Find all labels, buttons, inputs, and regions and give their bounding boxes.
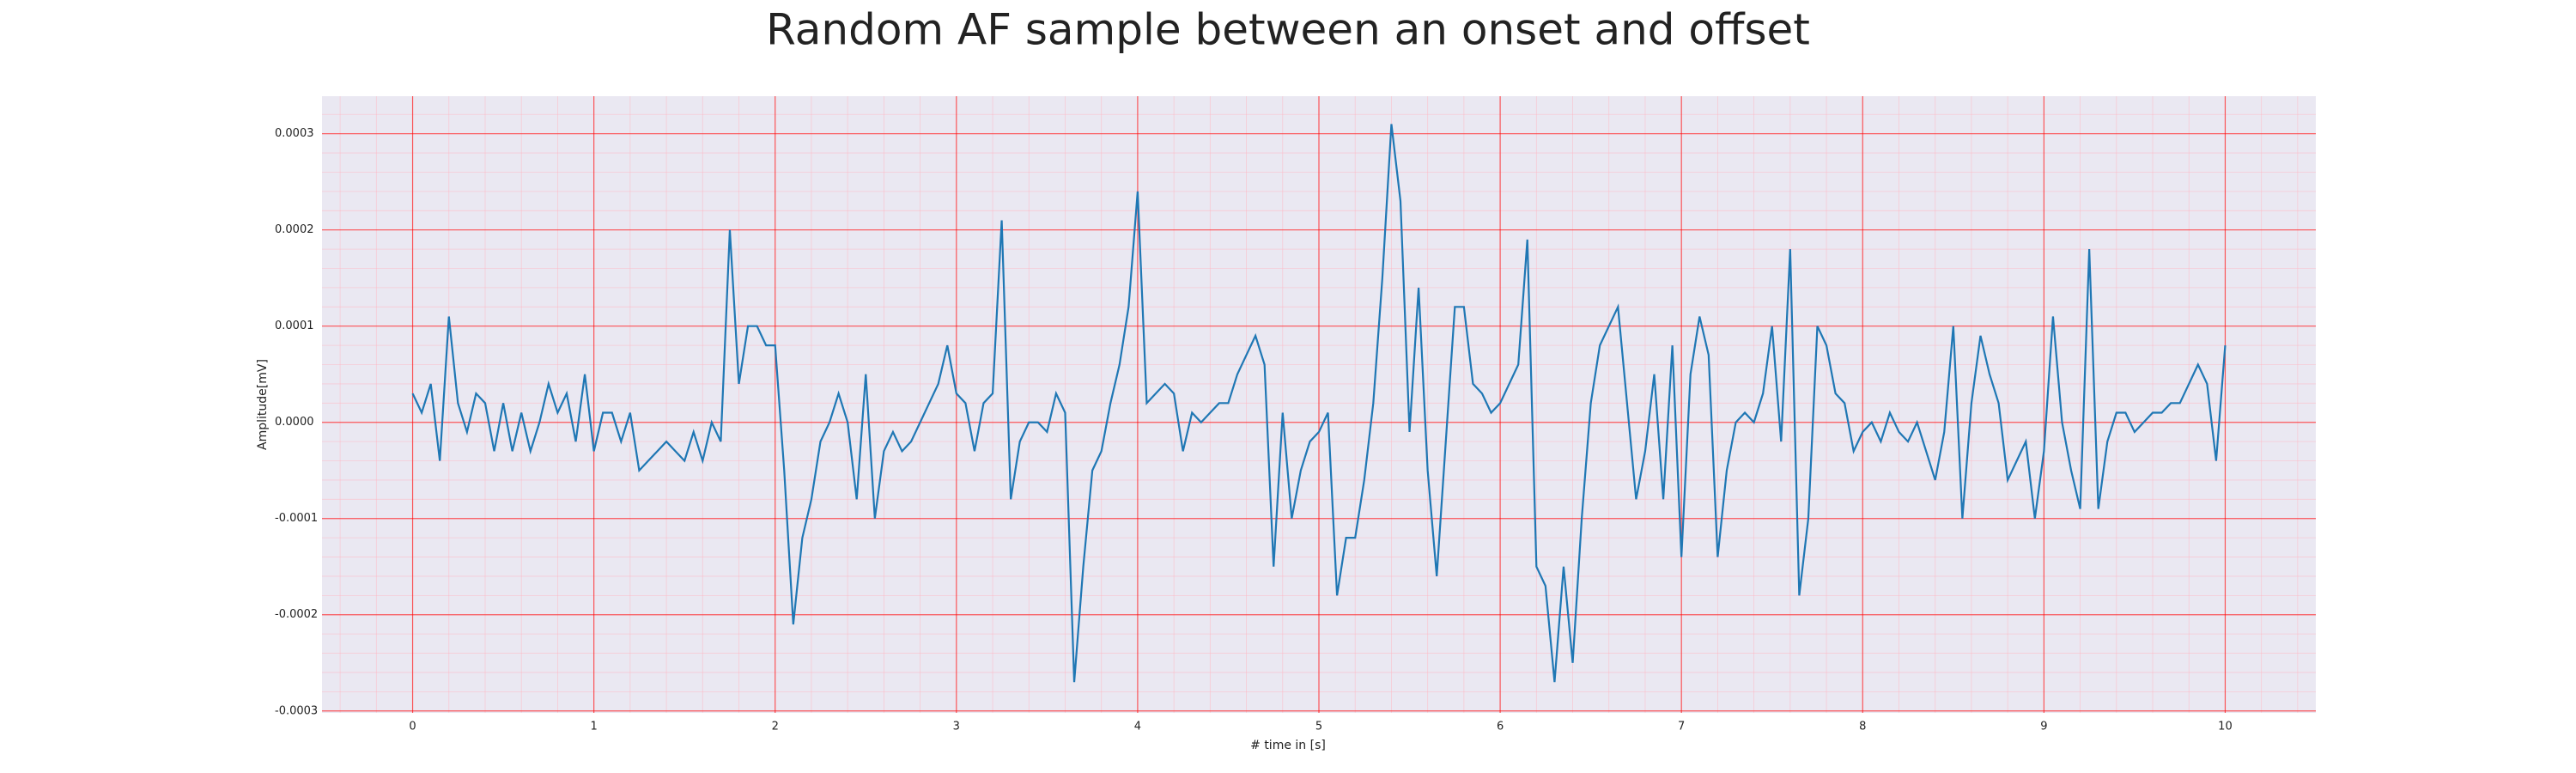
- signal-line: [411, 124, 2227, 683]
- x-tick-label: 2: [772, 721, 779, 733]
- x-tick-label: 0: [409, 721, 416, 733]
- x-tick-label: 6: [1497, 721, 1504, 733]
- x-tick-label: 7: [1678, 721, 1685, 733]
- x-tick-label: 8: [1859, 721, 1866, 733]
- y-tick-label: 0.0002: [275, 223, 314, 236]
- y-axis-label: Amplitude[mV]: [256, 359, 270, 450]
- y-tick-label: -0.0002: [275, 608, 318, 621]
- y-tick-label: -0.0003: [275, 704, 318, 717]
- x-tick-label: 1: [590, 721, 597, 733]
- x-tick-label: 3: [953, 721, 960, 733]
- y-tick-label: 0.0000: [275, 416, 314, 429]
- y-tick-label: 0.0001: [275, 320, 314, 332]
- chart-title: Random AF sample between an onset and of…: [766, 5, 1810, 55]
- x-tick-label: 4: [1134, 721, 1141, 733]
- x-tick-label: 9: [2040, 721, 2047, 733]
- y-tick-label: 0.0003: [275, 127, 314, 140]
- x-tick-label: 5: [1315, 721, 1322, 733]
- x-tick-label: 10: [2218, 721, 2233, 733]
- x-axis-label: # time in [s]: [1250, 739, 1326, 752]
- y-tick-label: -0.0001: [275, 512, 318, 525]
